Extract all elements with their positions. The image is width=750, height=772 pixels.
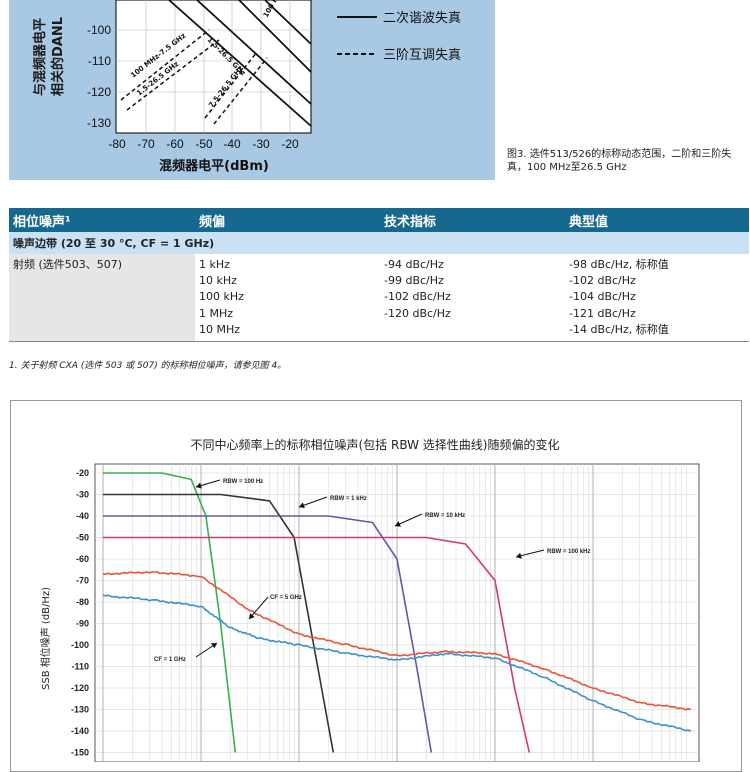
typical-value: -14 dBc/Hz, 标称值 bbox=[569, 322, 669, 336]
typical-value: -121 dBc/Hz bbox=[569, 306, 636, 320]
table-subheader-row: 噪声边带 (20 至 30 °C, CF = 1 GHz) bbox=[9, 232, 749, 254]
offset-value: 1 kHz bbox=[199, 258, 230, 271]
legend-solid-label: 二次谐波失真 bbox=[383, 10, 461, 26]
x-tick: -20 bbox=[281, 137, 299, 151]
header-typical: 典型值 bbox=[565, 208, 749, 232]
spec-value: -102 dBc/Hz bbox=[384, 290, 451, 304]
series-line-cf1 bbox=[102, 594, 692, 732]
offset-value: 1 MHz bbox=[199, 306, 234, 320]
series-line-rbw10k bbox=[103, 515, 433, 753]
dynamic-range-plot-area bbox=[115, 0, 312, 134]
x-tick: -40 bbox=[223, 137, 241, 151]
imd-line-3 bbox=[204, 51, 258, 119]
y-tick: -110 bbox=[88, 54, 111, 68]
spec-value: -94 dBc/Hz bbox=[384, 258, 444, 271]
y-tick-label: -110 bbox=[71, 662, 89, 672]
y-tick-label: -80 bbox=[76, 597, 89, 607]
y-tick-label: -90 bbox=[76, 619, 89, 629]
series-line-rbw100k bbox=[103, 536, 531, 753]
offset-value: 10 MHz bbox=[199, 322, 241, 336]
y-tick-label: -150 bbox=[71, 748, 89, 758]
y-tick-label: -20 bbox=[76, 468, 89, 478]
y-tick-label: -60 bbox=[76, 554, 89, 564]
spec-value: -120 dBc/Hz bbox=[384, 306, 451, 320]
x-tick: -70 bbox=[137, 137, 155, 151]
y-tick-label: -50 bbox=[76, 533, 89, 543]
y-tick-label: -30 bbox=[76, 490, 89, 500]
chart-annotation: RBW = 100 kHz bbox=[547, 549, 591, 555]
annotation-arrowhead bbox=[211, 643, 217, 649]
x-tick: -60 bbox=[166, 137, 184, 151]
spec-value: -99 dBc/Hz bbox=[384, 274, 444, 288]
figure-caption: 图3. 选件513/526的标称动态范围，二阶和三阶失真，100 MHz至26.… bbox=[507, 149, 732, 173]
typical-value: -98 dBc/Hz, 标称值 bbox=[569, 258, 669, 271]
table-header-row: 相位噪声¹ 频偏 技术指标 典型值 bbox=[9, 208, 749, 232]
table-row: 射频 (选件503、507) 1 kHz 10 kHz 100 kHz 1 MH… bbox=[9, 254, 749, 343]
typical-value: -104 dBc/Hz bbox=[569, 290, 636, 304]
chart-annotation: RBW = 10 kHz bbox=[425, 513, 465, 519]
row-label: 射频 (选件503、507) bbox=[9, 254, 195, 343]
header-phase-noise: 相位噪声¹ bbox=[9, 208, 195, 232]
series-line-cf5 bbox=[102, 571, 692, 711]
y-tick: -120 bbox=[87, 85, 111, 99]
offset-value: 10 kHz bbox=[199, 274, 237, 288]
y-tick: -100 bbox=[87, 23, 111, 37]
x-tick: -50 bbox=[195, 137, 213, 151]
imd-line-4 bbox=[213, 57, 268, 125]
chart-annotation: CF = 5 GHz bbox=[270, 595, 302, 601]
header-offset: 频偏 bbox=[195, 208, 380, 232]
table-footnote: 1. 关于射频 CXA (选件 503 或 507) 的标称相位噪声，请参见图 … bbox=[9, 361, 287, 371]
y-tick-label: -130 bbox=[71, 705, 89, 715]
harmonic-line-2 bbox=[196, 0, 312, 105]
annotation-arrowhead bbox=[249, 613, 255, 619]
imd-line-1 bbox=[120, 29, 210, 101]
annotation-arrowhead bbox=[299, 502, 305, 509]
offset-value: 100 kHz bbox=[199, 290, 244, 304]
x-tick: -80 bbox=[108, 137, 126, 151]
phase-noise-table: 相位噪声¹ 频偏 技术指标 典型值 噪声边带 (20 至 30 °C, CF =… bbox=[9, 208, 749, 343]
annotation-arrowhead bbox=[395, 521, 401, 527]
imd-line-2 bbox=[126, 39, 220, 111]
harmonic-line-4 bbox=[264, 0, 312, 45]
offset-cell: 1 kHz 10 kHz 100 kHz 1 MHz 10 MHz bbox=[195, 254, 380, 343]
noise-sideband-label: 噪声边带 (20 至 30 °C, CF = 1 GHz) bbox=[9, 232, 749, 254]
dynamic-range-chart: 100 MHz-7.5 GHz 1.5-26.5 GHz 7.5-26.5 GH… bbox=[87, 0, 461, 174]
series-line-rbw1k bbox=[103, 493, 335, 753]
series-line-rbw100hz bbox=[103, 472, 237, 753]
harmonic-line-1 bbox=[168, 0, 312, 127]
chart-annotation: RBW = 1 kHz bbox=[330, 496, 367, 502]
annotation-arrowhead bbox=[196, 482, 202, 489]
typical-value: -102 dBc/Hz bbox=[569, 274, 636, 288]
typical-cell: -98 dBc/Hz, 标称值 -102 dBc/Hz -104 dBc/Hz … bbox=[565, 254, 749, 343]
dynamic-range-figure: 100 MHz-7.5 GHz 1.5-26.5 GHz 7.5-26.5 GH… bbox=[9, 0, 495, 180]
chart-annotation: RBW = 100 Hz bbox=[223, 479, 263, 485]
annotation-arrowhead bbox=[516, 552, 522, 559]
header-spec: 技术指标 bbox=[380, 208, 565, 232]
spec-cell: -94 dBc/Hz -99 dBc/Hz -102 dBc/Hz -120 d… bbox=[380, 254, 565, 343]
x-tick: -30 bbox=[252, 137, 270, 151]
y-tick: -130 bbox=[87, 116, 111, 130]
chart-annotation: CF = 1 GHz bbox=[154, 657, 186, 663]
y-tick-label: -40 bbox=[76, 511, 89, 521]
harmonic-line-3 bbox=[238, 0, 312, 73]
y-tick-label: -100 bbox=[71, 640, 89, 650]
x-axis-label: 混频器电平(dBm) bbox=[159, 158, 269, 174]
y-tick-label: -140 bbox=[71, 726, 89, 736]
legend-dashed-label: 三阶互调失真 bbox=[383, 48, 461, 63]
chart-title: 不同中心频率上的标称相位噪声(包括 RBW 选择性曲线)随频偏的变化 bbox=[190, 438, 560, 452]
y-tick-label: -70 bbox=[76, 576, 89, 586]
y-tick-label: -120 bbox=[71, 683, 89, 693]
